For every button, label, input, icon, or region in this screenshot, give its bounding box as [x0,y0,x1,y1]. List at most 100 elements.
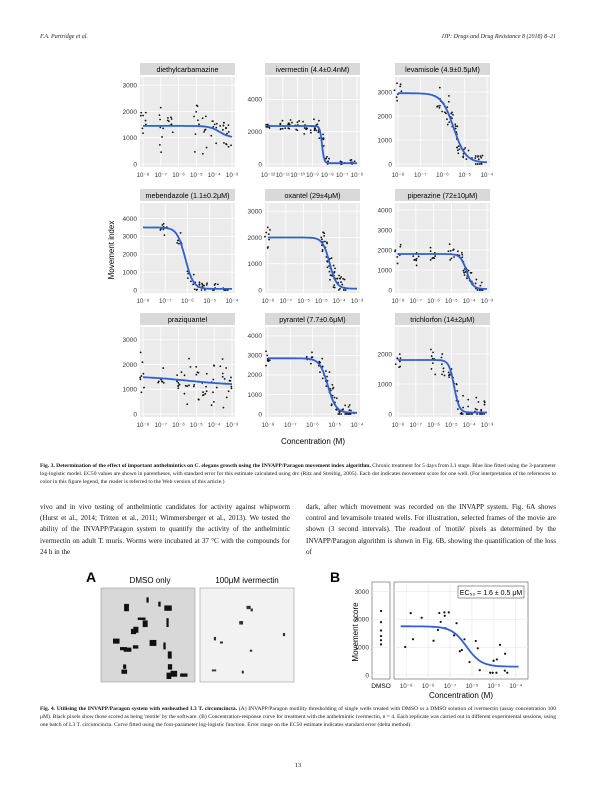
data-point [215,386,218,389]
motile-blob [132,645,139,649]
data-point [415,257,418,260]
data-point [201,152,204,155]
data-point [456,250,459,253]
data-point [458,148,461,151]
data-point [204,392,207,395]
data-point [310,362,312,365]
data-point [201,117,204,120]
data-point [203,284,205,287]
y-tick-label: 0 [258,411,262,418]
x-tick-label: 10⁻⁵ [445,422,458,429]
x-axis-label: Concentration (M) [281,437,345,446]
x-tick-label: 10⁻³ [351,298,363,305]
x-tick-label: 10⁻⁸ [392,172,405,179]
data-point [463,638,466,641]
panel-title: mebendazole (1.1±0.2μM) [146,191,230,200]
data-point [478,669,481,672]
y-tick-label: 0 [133,161,137,168]
data-point [448,94,450,97]
x-tick-label: 10⁻³ [481,298,493,305]
running-header-journal: IJP: Drugs and Drug Resistance 8 (2018) … [441,34,556,40]
running-header-authors: F.A. Partridge et al. [40,34,88,40]
y-tick-label: 1000 [123,387,138,394]
x-tick-label: 10⁻³ [226,172,238,179]
data-point [477,158,480,161]
data-point [348,409,351,411]
data-point [396,99,399,102]
dmso-point [379,639,383,642]
data-point [448,374,450,377]
data-point [170,116,172,119]
data-point [193,383,196,386]
motile-blob [167,651,172,659]
data-point [321,357,324,360]
data-point [446,106,449,109]
data-point [455,622,458,625]
x-tick-label: 10⁻³ [226,422,238,429]
fit-curve [398,253,488,290]
well-dmso-image [100,587,196,683]
data-point [399,83,402,86]
data-point [344,404,347,407]
y-tick-label: 0 [388,411,392,418]
data-point [330,257,333,260]
data-point [448,121,451,124]
dmso-point [379,643,383,646]
y-tick-label: 1000 [378,267,393,274]
data-point [227,131,230,133]
data-point [455,383,458,385]
data-point [161,380,164,383]
data-point [170,118,173,120]
data-point [321,365,324,368]
data-point [442,367,445,370]
data-point [177,381,180,384]
data-point [160,151,163,154]
panel-background [265,203,360,293]
data-point [196,119,199,122]
data-point [436,628,440,632]
well-ivermectin-motile-pixels [211,605,286,674]
data-point [205,146,208,149]
data-point [334,267,336,270]
data-point [453,634,456,637]
data-point [395,96,398,99]
x-tick-label: 10⁻⁴ [208,422,221,429]
data-point [326,155,328,158]
data-point [330,403,333,406]
data-point [344,413,347,415]
ec50-label: EC₅₀ = 1.6 ± 0.5 μM [460,590,523,597]
data-point [327,160,329,163]
data-point [467,398,470,401]
data-point [342,408,344,411]
y-tick-label: 1000 [123,135,138,142]
motile-blob [121,669,128,674]
data-point [476,408,478,411]
motile-blob [137,617,146,620]
data-point [443,611,446,614]
data-point [166,119,169,122]
panel-0: diethylcarbamazine 0 1000 2000 3000 10⁻⁸ 10⁻⁷ 1… [123,63,238,179]
data-point [289,119,292,121]
data-point [266,226,269,229]
y-tick-label: 0 [258,287,262,294]
data-point [474,639,477,643]
y-tick-label: 2000 [248,129,263,136]
data-point [350,159,353,161]
data-point [479,155,482,158]
data-point [295,128,297,131]
data-point [446,118,448,121]
data-point [343,278,346,281]
data-point [198,281,201,284]
data-point [268,238,271,241]
data-point [399,365,402,368]
data-point [323,234,325,237]
data-point [478,163,481,165]
data-point [470,413,473,415]
data-point [318,119,320,122]
x-tick-label: 10⁻⁴ [509,683,522,690]
data-point [162,381,165,384]
data-point [329,274,332,277]
fit-curve [268,357,357,414]
data-point [329,278,331,281]
data-point [491,671,494,674]
